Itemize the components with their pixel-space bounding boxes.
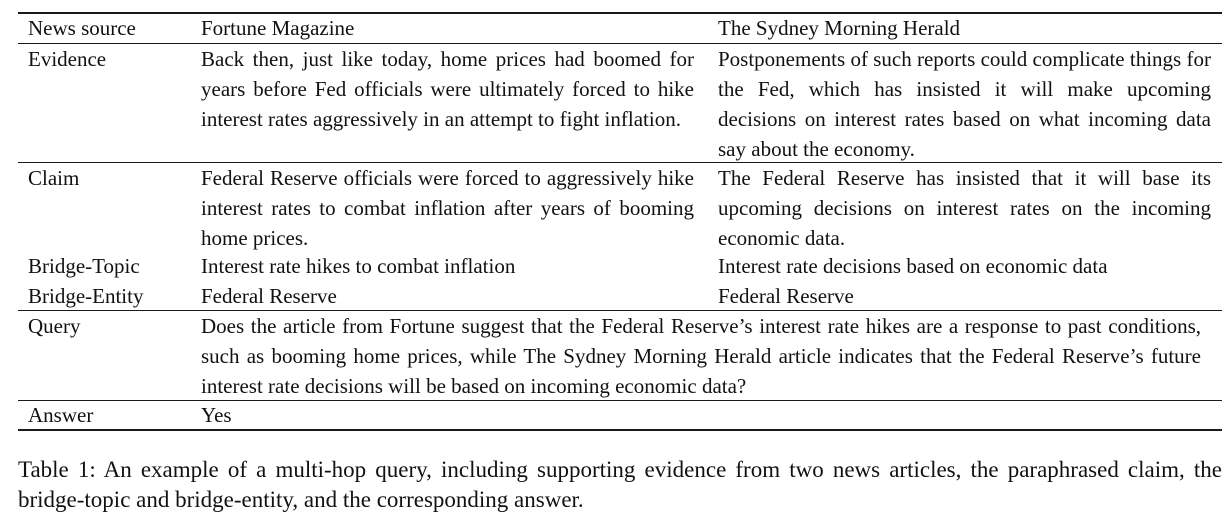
row-label-bridge-entity: Bridge-Entity xyxy=(28,284,144,308)
bridge-topic-fortune: Interest rate hikes to combat inflation xyxy=(201,254,516,278)
bridge-entity-smh: Federal Reserve xyxy=(718,284,854,308)
row-label-bridge-topic: Bridge-Topic xyxy=(28,254,140,278)
row-label-evidence: Evidence xyxy=(28,47,107,71)
header-smh: The Sydney Morning Herald xyxy=(718,16,961,40)
header-news-source: News source xyxy=(28,16,136,40)
header-fortune: Fortune Magazine xyxy=(201,16,355,40)
row-label-query: Query xyxy=(28,314,81,338)
claim-fortune: Federal Reserve officials were forced to… xyxy=(201,166,694,250)
evidence-rule xyxy=(18,162,1222,163)
bridge-entity-fortune: Federal Reserve xyxy=(201,284,337,308)
table-bottom-rule xyxy=(18,429,1222,431)
header-rule xyxy=(18,43,1222,44)
bridge-rule xyxy=(18,310,1222,311)
claim-smh: The Federal Reserve has insisted that it… xyxy=(718,166,1211,250)
row-label-claim: Claim xyxy=(28,166,80,190)
table-caption: Table 1: An example of a multi-hop query… xyxy=(18,457,1222,512)
bridge-topic-smh: Interest rate decisions based on economi… xyxy=(718,254,1108,278)
table-top-rule xyxy=(18,12,1222,14)
evidence-fortune: Back then, just like today, home prices … xyxy=(201,47,694,131)
answer-text: Yes xyxy=(201,403,232,427)
query-rule xyxy=(18,400,1222,401)
query-text: Does the article from Fortune suggest th… xyxy=(201,314,1201,398)
row-label-answer: Answer xyxy=(28,403,94,427)
evidence-smh: Postponements of such reports could comp… xyxy=(718,47,1211,161)
